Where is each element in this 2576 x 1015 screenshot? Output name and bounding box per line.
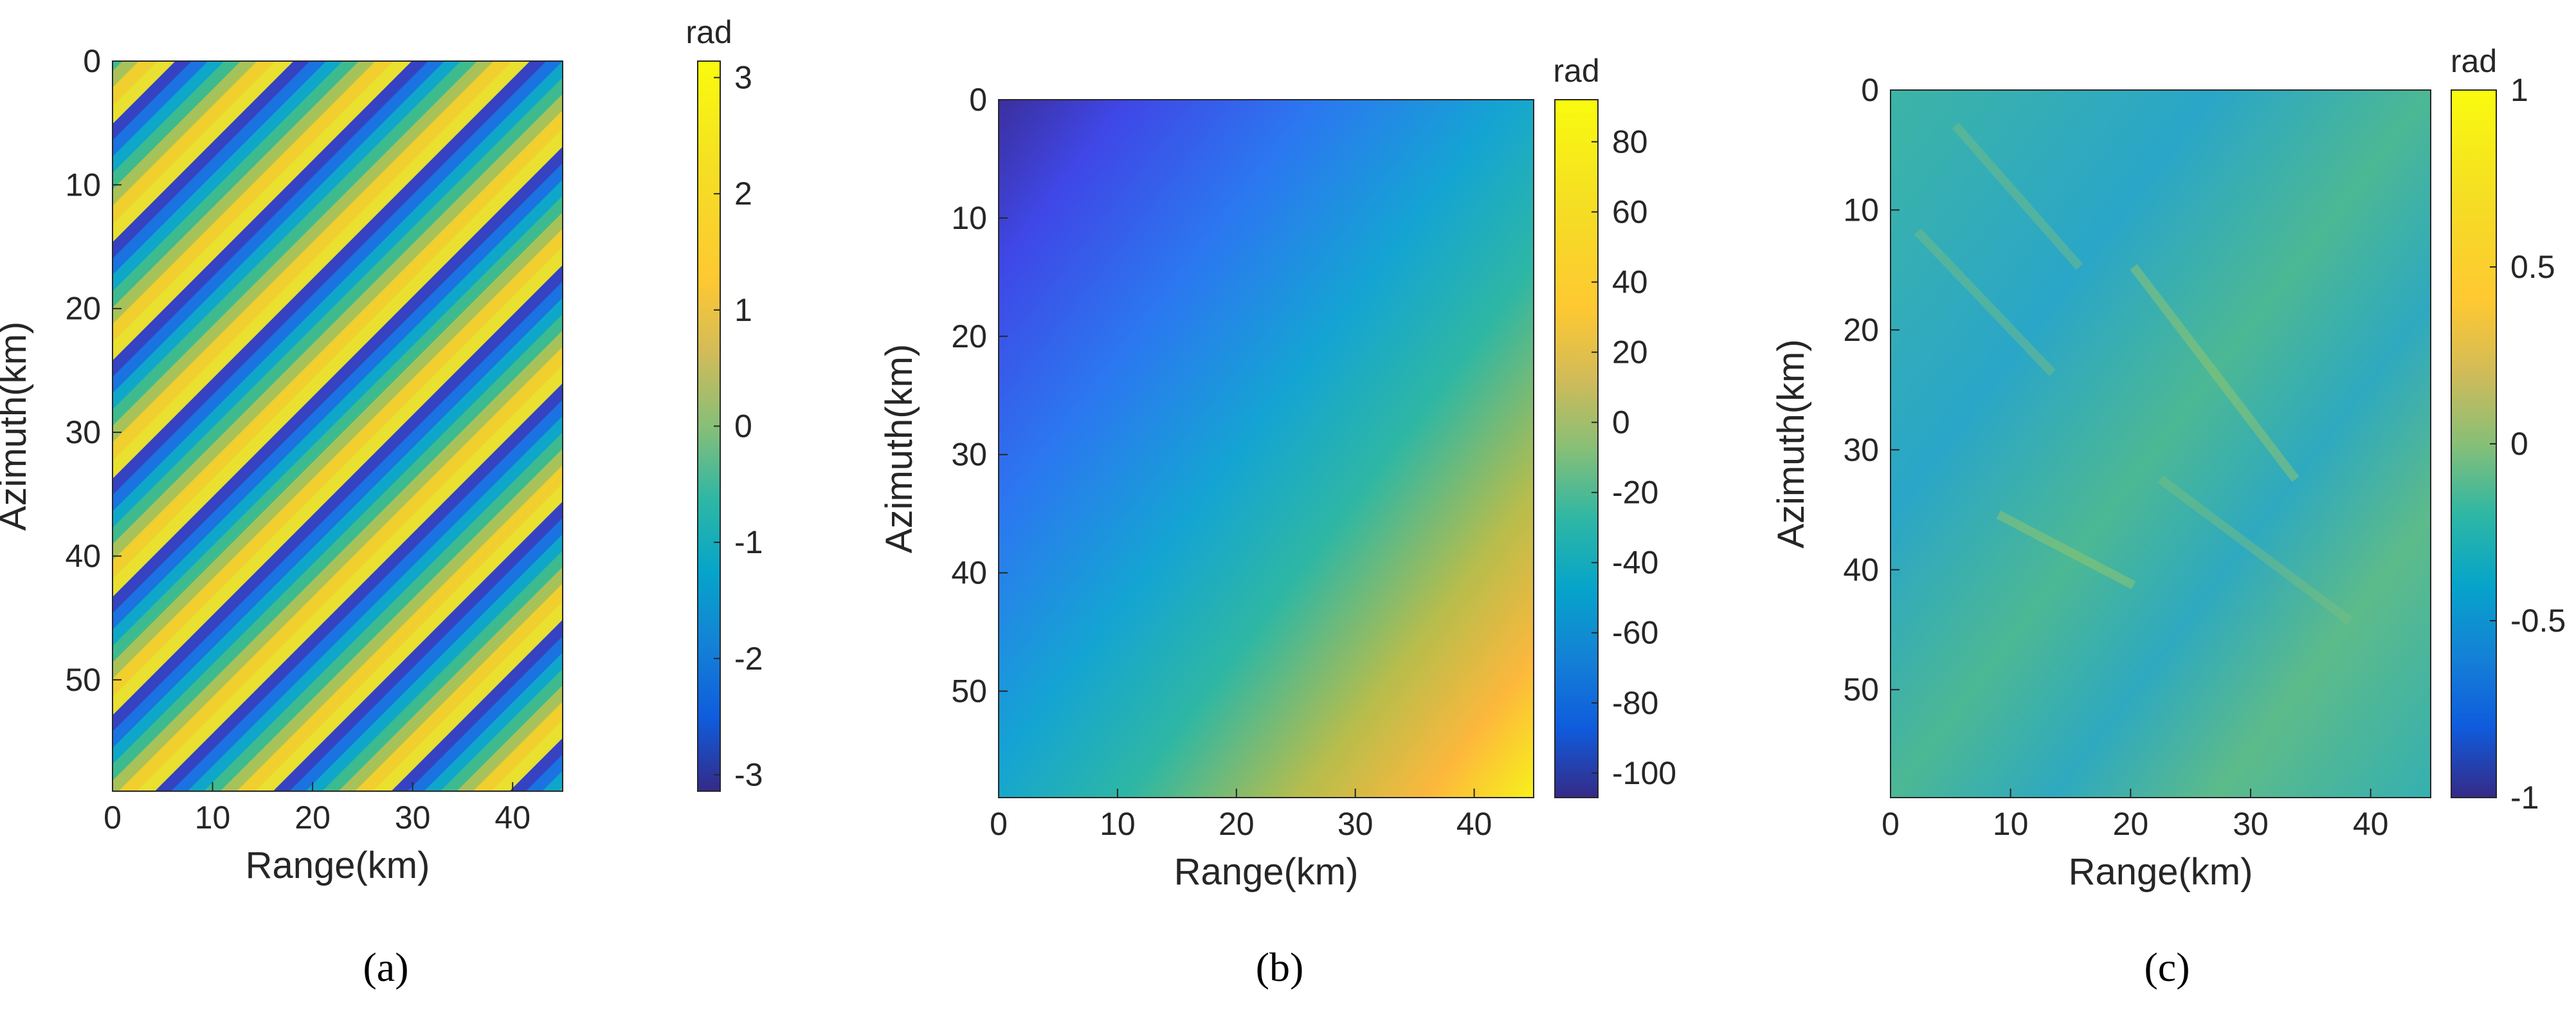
residual-streak xyxy=(2130,264,2299,482)
y-tick-label: 20 xyxy=(951,318,987,354)
y-tick-label: 20 xyxy=(65,291,101,327)
x-tick-label: 10 xyxy=(1993,806,2029,842)
y-tick-label: 10 xyxy=(1843,192,1879,228)
colorbar-tick-label: -80 xyxy=(1612,685,1658,721)
y-tick-label: 0 xyxy=(1861,72,1879,108)
x-axis-label: Range(km) xyxy=(246,845,430,886)
panel-caption: (b) xyxy=(1256,944,1304,990)
x-tick-label: 30 xyxy=(1338,806,1374,842)
y-axis-label: Azimuth(km) xyxy=(0,322,34,531)
colorbar xyxy=(2451,89,2497,798)
y-axis-label: Azimuth(km) xyxy=(878,344,920,553)
panel-caption: (c) xyxy=(2144,944,2190,990)
y-axis-label: Azimuth(km) xyxy=(1770,339,1812,548)
colorbar-tick-label: 0.5 xyxy=(2510,249,2555,285)
colorbar-tick-label: 0 xyxy=(1612,405,1630,441)
y-tick-label: 30 xyxy=(951,437,987,473)
plot-frame xyxy=(112,60,563,792)
y-tick-label: 0 xyxy=(83,43,101,79)
colorbar-label: rad xyxy=(685,14,732,50)
heatmap-image xyxy=(999,100,1534,798)
y-tick-label: 0 xyxy=(969,82,987,118)
x-tick-label: 30 xyxy=(2233,806,2269,842)
colorbar-tick-label: 1 xyxy=(2510,72,2528,108)
y-tick-label: 50 xyxy=(1843,672,1879,708)
colorbar-tick-label: -0.5 xyxy=(2510,603,2566,639)
y-tick-label: 20 xyxy=(1843,312,1879,348)
panel-caption: (a) xyxy=(363,944,408,990)
heatmap-image xyxy=(1891,90,2431,798)
colorbar-tick-label: -3 xyxy=(734,756,763,792)
plot-frame xyxy=(1890,89,2431,798)
x-tick-label: 0 xyxy=(990,806,1008,842)
colorbar-label: rad xyxy=(1553,53,1599,89)
x-axis-label: Range(km) xyxy=(2069,851,2253,893)
y-tick-label: 40 xyxy=(951,555,987,591)
x-tick-label: 20 xyxy=(1219,806,1255,842)
colorbar-tick-label: -100 xyxy=(1612,755,1676,791)
colorbar-tick-label: 20 xyxy=(1612,334,1648,370)
colorbar-tick-label: 2 xyxy=(734,176,752,212)
x-tick-label: 0 xyxy=(1882,806,1900,842)
y-tick-label: 10 xyxy=(951,200,987,236)
y-tick-label: 30 xyxy=(1843,432,1879,468)
panel-b: 0 10 20 30 40 0 10 20 30 40 50 Range(km) Azimuth(km)… xyxy=(878,53,1676,990)
y-tick-label: 50 xyxy=(951,673,987,709)
y-tick-label: 10 xyxy=(65,167,101,203)
y-tick-label: 30 xyxy=(65,414,101,450)
colorbar-label: rad xyxy=(2451,43,2497,79)
x-tick-label: 30 xyxy=(395,800,431,836)
colorbar-tick-label: 60 xyxy=(1612,194,1648,230)
colorbar-tick-label: -2 xyxy=(734,641,763,677)
x-axis-label: Range(km) xyxy=(1174,851,1359,893)
heatmap-image xyxy=(113,61,563,791)
residual-streak xyxy=(2157,475,2353,625)
x-tick-label: 40 xyxy=(2353,806,2389,842)
residual-streak xyxy=(1996,510,2136,590)
colorbar-tick-label: -1 xyxy=(2510,780,2539,816)
colorbar-tick-label: -60 xyxy=(1612,615,1658,651)
colorbar-tick-label: 0 xyxy=(734,408,752,444)
colorbar-tick-label: -40 xyxy=(1612,545,1658,581)
residual-streak xyxy=(1952,122,2083,270)
x-tick-label: 20 xyxy=(295,800,331,836)
y-tick-label: 50 xyxy=(65,662,101,698)
y-tick-label: 40 xyxy=(1843,552,1879,588)
colorbar-tick-label: 40 xyxy=(1612,264,1648,300)
colorbar-tick-label: -1 xyxy=(734,524,763,560)
panel-a: 0 10 20 30 4001020304050Range(km)Azimuth(km)… xyxy=(0,14,763,990)
colorbar-tick-label: 80 xyxy=(1612,123,1648,160)
x-tick-label: 10 xyxy=(195,800,231,836)
plot-frame xyxy=(998,99,1534,798)
y-tick-label: 40 xyxy=(65,538,101,574)
residual-streak xyxy=(1914,228,2056,376)
colorbar-tick-label: 1 xyxy=(734,292,752,328)
x-tick-label: 0 xyxy=(104,800,122,836)
colorbar-tick-label: -20 xyxy=(1612,475,1658,511)
panel-c: 0 10 20 30 4001020304050Range(km)Azimuth(km)… xyxy=(1770,43,2566,990)
colorbar-tick-label: 3 xyxy=(734,60,752,96)
x-tick-label: 10 xyxy=(1100,806,1136,842)
x-tick-label: 40 xyxy=(494,800,531,836)
x-tick-label: 20 xyxy=(2113,806,2149,842)
colorbar-tick-label: 0 xyxy=(2510,426,2528,462)
x-tick-label: 40 xyxy=(1456,806,1492,842)
colorbar xyxy=(1554,99,1599,798)
